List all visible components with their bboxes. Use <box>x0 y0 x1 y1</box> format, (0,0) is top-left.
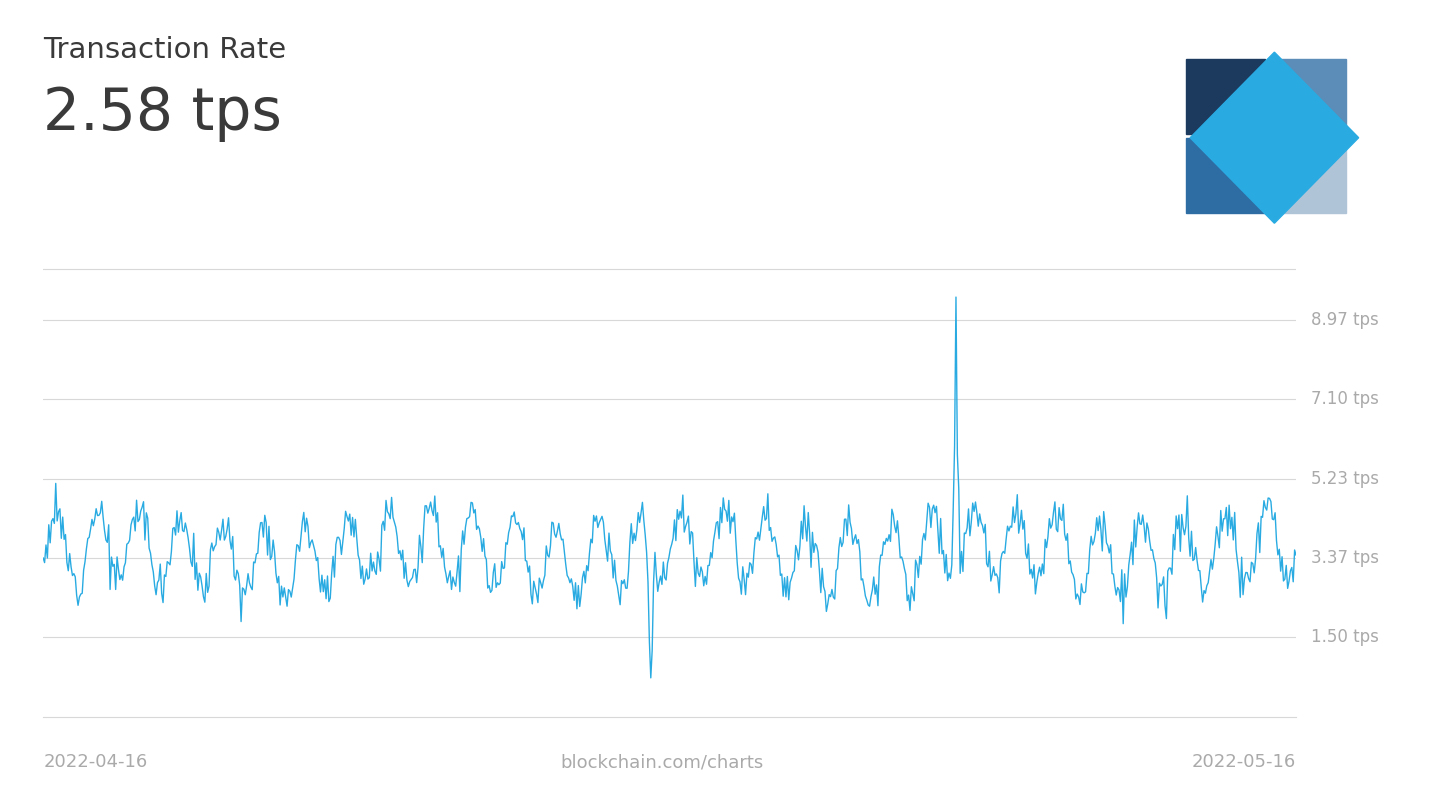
Text: 8.97 tps: 8.97 tps <box>1310 310 1378 329</box>
Text: 2.58 tps: 2.58 tps <box>43 85 282 142</box>
Text: Transaction Rate: Transaction Rate <box>43 36 287 65</box>
Text: 2022-05-16: 2022-05-16 <box>1192 753 1296 771</box>
Text: 7.10 tps: 7.10 tps <box>1310 390 1380 408</box>
Text: 2022-04-16: 2022-04-16 <box>43 753 147 771</box>
Text: 3.37 tps: 3.37 tps <box>1310 549 1380 567</box>
Bar <box>1267 138 1345 212</box>
Text: blockchain.com/charts: blockchain.com/charts <box>560 753 765 771</box>
Bar <box>1267 59 1345 134</box>
Polygon shape <box>1189 52 1359 224</box>
Text: 5.23 tps: 5.23 tps <box>1310 470 1380 488</box>
Text: 1.50 tps: 1.50 tps <box>1310 629 1380 646</box>
Bar <box>1187 138 1266 212</box>
Bar <box>1187 59 1266 134</box>
